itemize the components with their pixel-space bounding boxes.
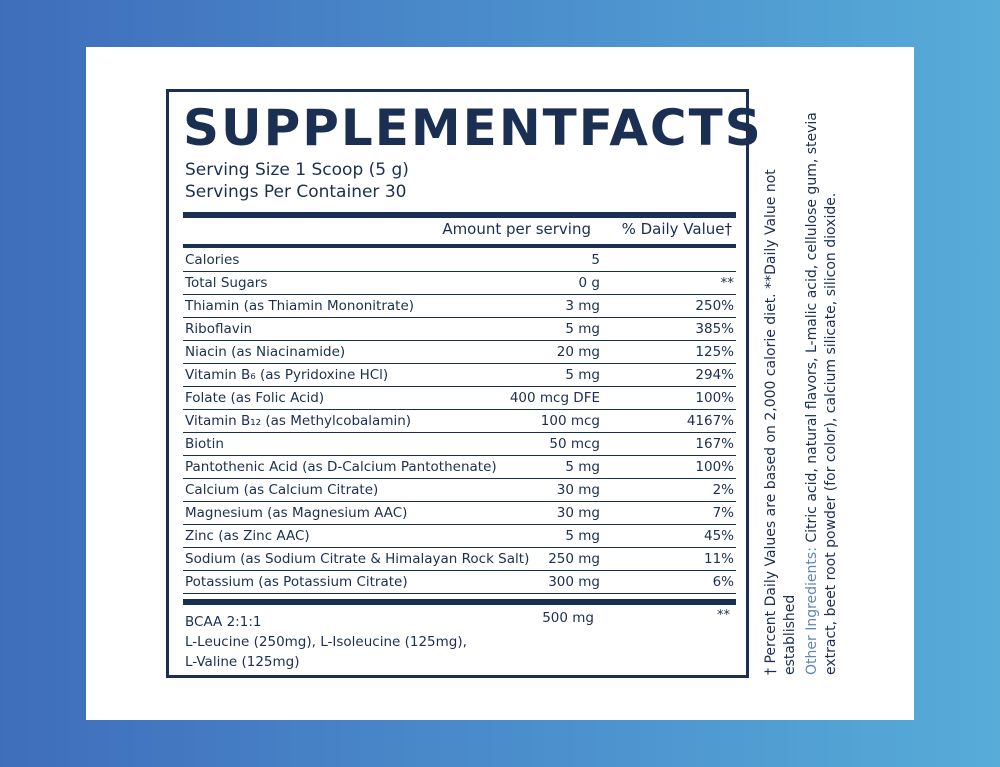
nutrient-daily-value: 2% [712, 482, 734, 498]
nutrient-row: Vitamin B₁₂ (as Methylcobalamin) 100 mcg 4… [183, 410, 736, 433]
nutrient-row: Biotin 50 mcg 167% [183, 433, 736, 456]
nutrient-amount: 5 mg [565, 367, 600, 383]
nutrient-row: Folate (as Folic Acid) 400 mcg DFE 100% [183, 387, 736, 410]
nutrient-row: Zinc (as Zinc AAC) 5 mg 45% [183, 525, 736, 548]
nutrient-name: Folate (as Folic Acid) [185, 390, 325, 406]
nutrient-daily-value: 4167% [686, 413, 734, 429]
nutrient-row: Magnesium (as Magnesium AAC) 30 mg 7% [183, 502, 736, 525]
nutrient-row: Pantothenic Acid (as D-Calcium Pantothen… [183, 456, 736, 479]
header-amount: Amount per serving [442, 220, 591, 238]
bcaa-detail-1: L-Leucine (250mg), L-Isoleucine (125mg), [185, 634, 467, 650]
nutrient-amount: 5 mg [565, 459, 600, 475]
nutrient-daily-value: 125% [695, 344, 734, 360]
nutrient-daily-value: 385% [695, 321, 734, 337]
nutrient-name: Calcium (as Calcium Citrate) [185, 482, 379, 498]
nutrient-amount: 30 mg [556, 505, 600, 521]
nutrient-amount: 0 g [578, 275, 600, 291]
bcaa-detail-2: L-Valine (125mg) [185, 654, 300, 670]
nutrient-amount: 30 mg [556, 482, 600, 498]
other-ingredients: Other Ingredients: Citric acid, natural … [803, 100, 841, 675]
bcaa-daily-value: ** [717, 608, 730, 623]
nutrient-table: Calories 5 Total Sugars 0 g ** Thiamin (as Th… [183, 249, 736, 594]
nutrient-amount: 3 mg [565, 298, 600, 314]
panel-title: SUPPLEMENT FACTS [183, 98, 761, 158]
nutrient-amount: 100 mcg [540, 413, 600, 429]
nutrient-row: Calories 5 [183, 249, 736, 272]
nutrient-daily-value: 294% [695, 367, 734, 383]
divider-thick-bottom [183, 599, 736, 605]
nutrient-row: Total Sugars 0 g ** [183, 272, 736, 295]
nutrient-daily-value: 100% [695, 390, 734, 406]
nutrient-daily-value: 11% [703, 551, 734, 567]
side-text: † Percent Daily Values are based on 2,00… [762, 100, 841, 675]
divider-thick-top [183, 212, 736, 218]
servings-per-container: Servings Per Container 30 [185, 182, 407, 202]
title-word-supplement: SUPPLEMENT [183, 99, 579, 157]
nutrient-name: Potassium (as Potassium Citrate) [185, 574, 408, 590]
other-ingredients-label: Other Ingredients: [804, 547, 820, 675]
title-word-facts: FACTS [578, 99, 763, 157]
nutrient-name: Total Sugars [185, 275, 268, 291]
label-card [86, 47, 914, 720]
nutrient-amount: 5 mg [565, 528, 600, 544]
header-daily-value: % Daily Value† [621, 220, 732, 238]
nutrient-name: Vitamin B₁₂ (as Methylcobalamin) [185, 413, 412, 429]
nutrient-name: Magnesium (as Magnesium AAC) [185, 505, 408, 521]
bcaa-amount: 500 mg [542, 610, 594, 626]
nutrient-name: Pantothenic Acid (as D-Calcium Pantothen… [185, 459, 497, 475]
nutrient-daily-value: 45% [703, 528, 734, 544]
serving-size: Serving Size 1 Scoop (5 g) [185, 160, 409, 180]
nutrient-row: Riboflavin 5 mg 385% [183, 318, 736, 341]
nutrient-daily-value: 167% [695, 436, 734, 452]
nutrient-amount: 400 mcg DFE [509, 390, 600, 406]
nutrient-row: Vitamin B₆ (as Pyridoxine HCl) 5 mg 294% [183, 364, 736, 387]
footnote: † Percent Daily Values are based on 2,00… [763, 169, 798, 675]
supplement-facts-panel: SUPPLEMENT FACTS Serving Size 1 Scoop (5… [166, 89, 761, 678]
nutrient-amount: 50 mcg [549, 436, 600, 452]
nutrient-amount: 250 mg [548, 551, 600, 567]
nutrient-row: Potassium (as Potassium Citrate) 300 mg 6% [183, 571, 736, 594]
nutrient-amount: 5 mg [565, 321, 600, 337]
nutrient-row: Sodium (as Sodium Citrate & Himalayan Ro… [183, 548, 736, 571]
nutrient-row: Calcium (as Calcium Citrate) 30 mg 2% [183, 479, 736, 502]
nutrient-daily-value: 7% [712, 505, 734, 521]
nutrient-daily-value: 250% [695, 298, 734, 314]
nutrient-row: Niacin (as Niacinamide) 20 mg 125% [183, 341, 736, 364]
nutrient-amount: 5 [591, 252, 600, 268]
nutrient-name: Vitamin B₆ (as Pyridoxine HCl) [185, 367, 389, 383]
nutrient-amount: 20 mg [556, 344, 600, 360]
nutrient-amount: 300 mg [548, 574, 600, 590]
nutrient-name: Zinc (as Zinc AAC) [185, 528, 310, 544]
nutrient-daily-value: ** [720, 275, 735, 291]
nutrient-name: Riboflavin [185, 321, 253, 337]
nutrient-name: Thiamin (as Thiamin Mononitrate) [185, 298, 415, 314]
nutrient-daily-value: 6% [712, 574, 734, 590]
divider-header [183, 244, 736, 248]
bcaa-name: BCAA 2:1:1 [185, 614, 262, 630]
nutrient-name: Niacin (as Niacinamide) [185, 344, 346, 360]
nutrient-row: Thiamin (as Thiamin Mononitrate) 3 mg 250% [183, 295, 736, 318]
bcaa-block: BCAA 2:1:1 L-Leucine (250mg), L-Isoleuci… [185, 612, 467, 672]
serving-info: Serving Size 1 Scoop (5 g) Servings Per … [185, 159, 409, 203]
nutrient-name: Biotin [185, 436, 224, 452]
nutrient-daily-value: 100% [695, 459, 734, 475]
nutrient-name: Calories [185, 252, 240, 268]
nutrient-name: Sodium (as Sodium Citrate & Himalayan Ro… [185, 551, 530, 567]
